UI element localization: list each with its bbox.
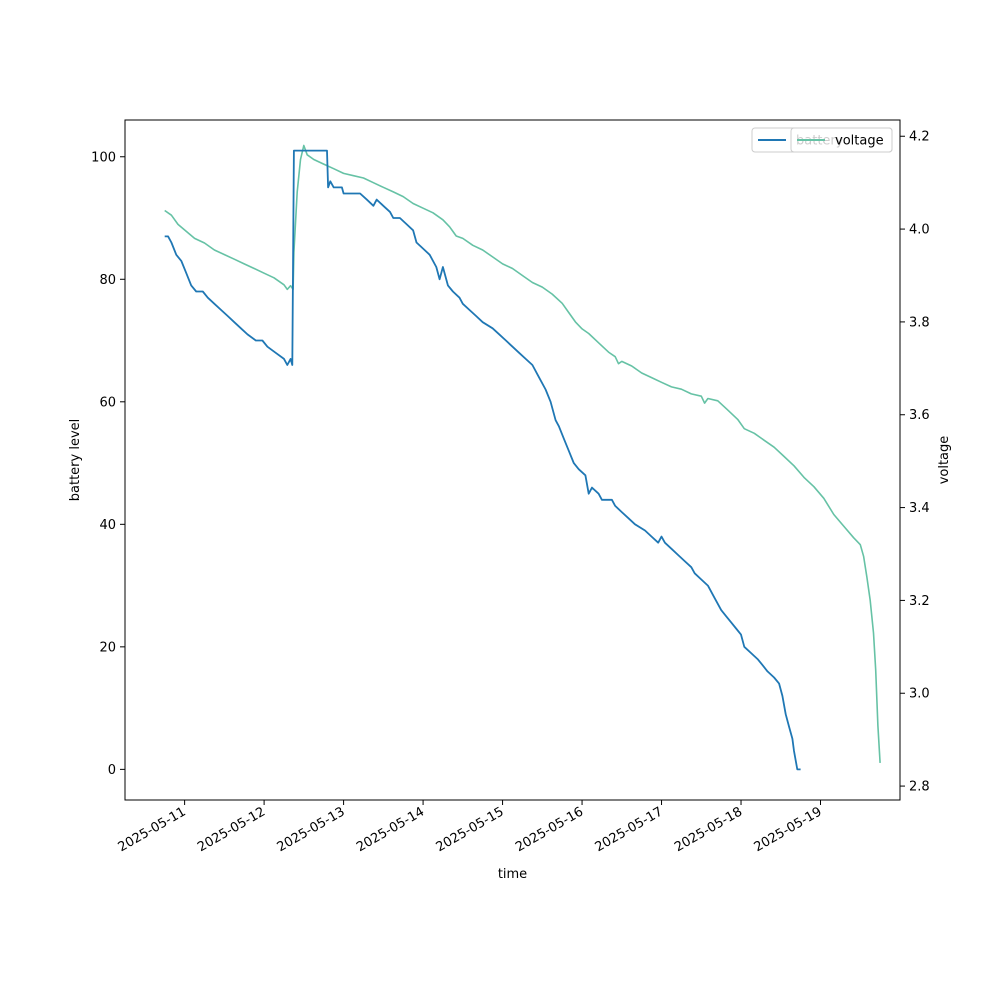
y-tick-label: 0 — [108, 763, 116, 778]
y-tick-label: 80 — [99, 273, 116, 288]
y-tick-label: 20 — [99, 640, 116, 655]
legend-label-voltage: voltage — [835, 134, 884, 149]
y2-tick-label: 3.6 — [909, 408, 930, 423]
plot-frame — [124, 119, 901, 801]
y-tick-label: 100 — [91, 150, 116, 165]
y2-tick-label: 3.0 — [909, 687, 930, 702]
y2-tick-label: 3.8 — [909, 315, 930, 330]
y2-tick-label: 4.2 — [909, 130, 930, 145]
y2-tick-label: 3.2 — [909, 594, 930, 609]
series-line-battery — [164, 149, 801, 771]
y2-tick-label: 2.8 — [909, 780, 930, 795]
legend-layer: batteryvoltage — [751, 127, 893, 153]
y-axis-label: battery level — [68, 419, 83, 502]
y-tick-label: 40 — [99, 518, 116, 533]
y2-tick-label: 3.4 — [909, 501, 930, 516]
y2-tick-label: 4.0 — [909, 223, 930, 238]
series-layer — [164, 144, 881, 771]
x-axis-label: time — [498, 867, 527, 882]
y-tick-label: 60 — [99, 395, 116, 410]
series-line-voltage — [164, 144, 881, 763]
legend-box — [790, 127, 893, 153]
y2-axis-label: voltage — [937, 436, 952, 485]
